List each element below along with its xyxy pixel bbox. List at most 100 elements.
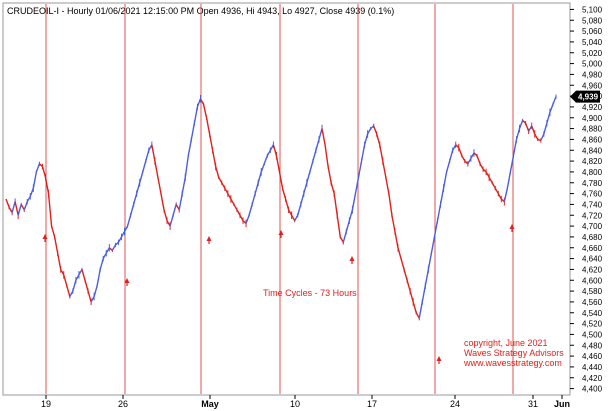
price-segment <box>436 204 442 221</box>
time-cycle-lines <box>45 4 514 394</box>
y-tick-label: 4,460 <box>582 352 603 361</box>
price-segment <box>142 160 147 173</box>
price-segment <box>29 187 35 197</box>
price-segment <box>473 152 478 157</box>
price-segment <box>87 290 92 303</box>
price-segment <box>233 204 238 211</box>
price-segment <box>448 150 454 162</box>
price-segment <box>476 155 481 165</box>
price-segment <box>397 247 402 259</box>
x-tick-label: 19 <box>41 399 51 409</box>
price-segment <box>537 138 542 142</box>
price-segment <box>291 214 296 222</box>
price-segment <box>269 144 275 151</box>
price-segment <box>433 220 439 238</box>
price-segment <box>230 198 235 205</box>
price-segment <box>509 155 515 173</box>
price-segment <box>427 253 433 270</box>
price-segment <box>339 236 344 243</box>
y-tick-label: 4,920 <box>582 103 603 112</box>
price-segment <box>139 171 144 183</box>
price-segment <box>482 168 487 173</box>
price-segment <box>412 301 417 313</box>
price-segment <box>32 171 38 189</box>
price-segment <box>385 177 390 194</box>
y-tick-label: 4,680 <box>582 233 603 242</box>
price-segment <box>169 215 174 227</box>
price-segment <box>178 193 183 210</box>
price-segment <box>312 150 317 162</box>
price-segment <box>41 166 47 178</box>
price-segment <box>81 269 86 281</box>
price-segment <box>172 204 177 216</box>
price-segment <box>47 193 53 227</box>
price-segment <box>418 301 423 319</box>
x-tick-label: 24 <box>450 399 460 409</box>
price-segment <box>135 182 141 194</box>
y-tick-label: 4,500 <box>582 330 603 339</box>
price-segment <box>549 103 554 113</box>
price-segment <box>382 160 387 178</box>
price-segment <box>17 204 22 216</box>
price-segment <box>324 144 329 167</box>
price-segment <box>187 139 193 156</box>
price-segment <box>351 193 357 210</box>
price-segment <box>336 215 341 238</box>
y-tick-label: 5,020 <box>582 49 603 58</box>
price-segment <box>99 258 104 270</box>
price-segment <box>5 198 10 208</box>
price-segment <box>205 117 211 135</box>
price-segment <box>260 163 265 173</box>
price-segment <box>366 128 372 135</box>
price-segment <box>515 128 521 140</box>
price-segment <box>160 193 165 210</box>
price-segment <box>373 125 378 135</box>
advisor-label: Waves Strategy Advisors <box>464 348 564 358</box>
cycle-arrow <box>278 230 284 235</box>
cycle-arrow <box>206 236 212 241</box>
y-tick-label: 4,640 <box>582 255 603 264</box>
price-segment <box>111 244 117 251</box>
y-tick-label: 5,040 <box>582 38 603 47</box>
cycle-arrow <box>42 234 48 239</box>
price-segment <box>227 193 232 200</box>
price-segment <box>470 152 475 159</box>
price-segment <box>157 177 162 194</box>
price-segment <box>491 182 496 189</box>
price-segment <box>518 120 524 129</box>
plot-area <box>2 2 571 396</box>
price-segment <box>114 241 119 246</box>
price-segment <box>184 155 190 178</box>
price-segment <box>123 225 129 232</box>
price-segment <box>488 176 493 184</box>
y-tick-label: 5,000 <box>582 60 603 69</box>
price-segment <box>503 188 509 202</box>
y-tick-label: 4,600 <box>582 276 603 285</box>
price-segment <box>254 182 259 194</box>
y-tick-label: 4,420 <box>582 374 603 383</box>
price-segment <box>96 269 101 286</box>
price-segment <box>512 139 518 156</box>
price-segment <box>53 236 59 254</box>
price-segment <box>467 158 472 165</box>
price-segment <box>69 290 74 297</box>
price-segment <box>494 187 499 194</box>
price-segment <box>531 125 536 135</box>
price-segment <box>11 201 16 213</box>
price-segment <box>315 139 320 151</box>
price-segment <box>327 166 332 183</box>
price-segment <box>357 160 363 178</box>
price-segment <box>190 123 196 140</box>
price-segment <box>333 193 338 216</box>
y-tick-label: 4,580 <box>582 287 603 296</box>
price-segment <box>455 144 460 149</box>
price-segment <box>120 231 126 238</box>
price-segment <box>72 280 77 292</box>
price-segment <box>348 209 354 221</box>
price-segment <box>403 269 408 281</box>
price-segment <box>84 280 89 292</box>
price-segment <box>193 106 199 124</box>
price-segment <box>354 177 360 194</box>
